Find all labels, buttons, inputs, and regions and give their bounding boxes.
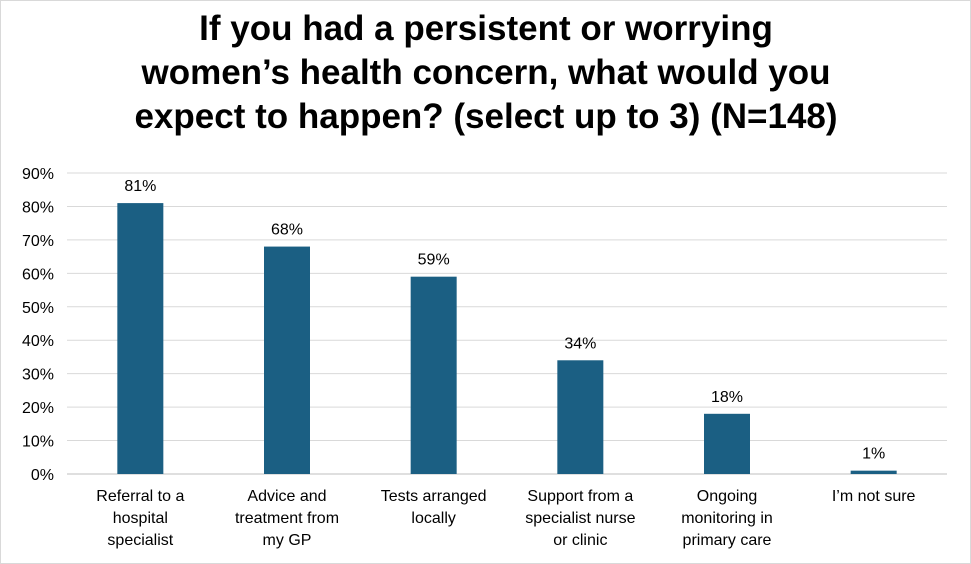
x-category-label: I’m not sure [805, 486, 943, 508]
bar [557, 360, 604, 474]
y-tick-label: 90% [22, 166, 54, 183]
x-category-label-line: hospital [112, 510, 168, 527]
x-category-label-line: or clinic [553, 532, 608, 549]
x-category-label: Advice and treatment from my GP [218, 486, 356, 552]
data-label: 81% [124, 178, 156, 195]
x-category-label-line: my GP [262, 532, 312, 549]
chart-title: If you had a persistent or worrying wome… [61, 7, 911, 139]
data-label: 68% [271, 222, 303, 239]
bar [704, 413, 750, 474]
y-tick-label: 10% [22, 434, 54, 451]
x-category-label-line: treatment from [234, 510, 340, 527]
x-category-label: Referral to a hospital specialist [71, 486, 209, 552]
bar [264, 246, 310, 474]
x-category-label-line: Referral to a [96, 488, 185, 505]
y-tick-label: 50% [22, 300, 54, 317]
y-tick-label: 20% [22, 400, 54, 417]
y-tick-label: 70% [22, 233, 54, 250]
x-category-label: Support from a specialist nurse or clinic [511, 486, 649, 552]
x-category-label-line: Ongoing [696, 488, 758, 505]
data-label: 34% [564, 335, 596, 352]
chart-title-line-2: women’s health concern, what would you [141, 53, 831, 92]
x-category-label: Tests arranged locally [365, 486, 503, 530]
x-category-label-line: locally [411, 510, 456, 527]
x-category-label-line: Support from a [527, 488, 634, 505]
chart-title-line-1: If you had a persistent or worrying [199, 9, 773, 48]
x-category-label-line: monitoring in [681, 510, 773, 527]
y-tick-label: 60% [22, 266, 54, 283]
x-category-label: Ongoing monitoring in primary care [658, 486, 796, 552]
y-tick-label: 40% [22, 333, 54, 350]
bar [410, 276, 457, 474]
x-category-label-line: specialist nurse [525, 510, 636, 527]
x-category-label-line: Advice and [247, 488, 327, 505]
data-label: 1% [862, 446, 885, 463]
y-tick-label: 80% [22, 199, 54, 216]
data-label: 59% [418, 252, 450, 269]
x-category-label-line: primary care [682, 532, 772, 549]
chart-title-line-3: expect to happen? (select up to 3) (N=14… [134, 97, 838, 136]
y-tick-label: 0% [31, 467, 54, 484]
y-tick-label: 30% [22, 367, 54, 384]
x-category-label-line: Tests arranged [380, 488, 487, 505]
bar [117, 203, 164, 474]
x-category-label-line: specialist [107, 532, 174, 549]
bar [850, 470, 897, 474]
x-category-label-line: I’m not sure [831, 488, 916, 505]
data-label: 18% [711, 389, 743, 406]
